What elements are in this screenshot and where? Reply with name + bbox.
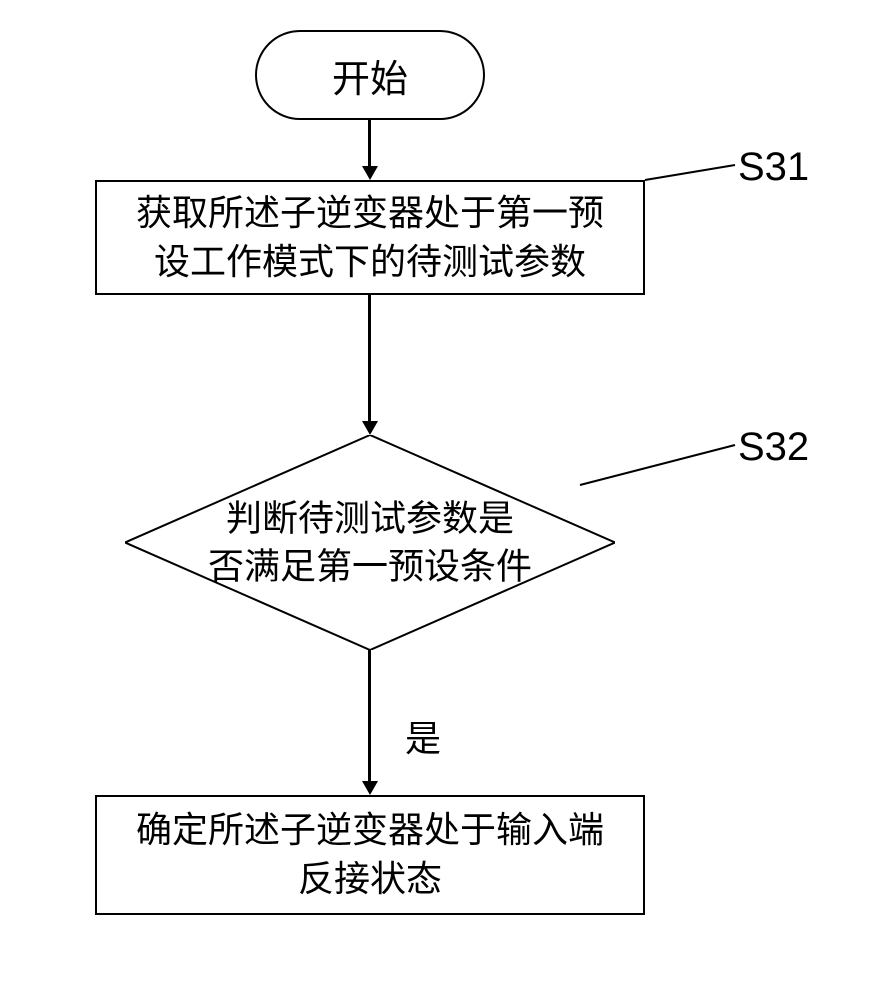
s32-line1: 判断待测试参数是 [125,494,615,543]
s32-line2: 否满足第一预设条件 [125,543,615,592]
s31-node: 获取所述子逆变器处于第一预 设工作模式下的待测试参数 [95,180,645,295]
s32-node: 判断待测试参数是 否满足第一预设条件 [125,435,615,650]
yes-label: 是 [405,710,441,762]
s31-label: S31 [738,145,809,190]
s32-label: S32 [738,425,809,470]
end-node: 确定所述子逆变器处于输入端 反接状态 [95,795,645,915]
yes-label-text: 是 [405,718,441,759]
start-node: 开始 [255,30,485,120]
end-line2: 反接状态 [298,855,442,904]
start-text: 开始 [332,48,408,103]
s31-line1: 获取所述子逆变器处于第一预 [136,189,604,238]
s32-label-text: S32 [738,425,809,469]
s31-line2: 设工作模式下的待测试参数 [154,238,586,287]
end-line1: 确定所述子逆变器处于输入端 [136,806,604,855]
flowchart-container: 开始 获取所述子逆变器处于第一预 设工作模式下的待测试参数 S31 判断待测试参… [0,0,895,997]
s31-label-text: S31 [738,145,809,189]
